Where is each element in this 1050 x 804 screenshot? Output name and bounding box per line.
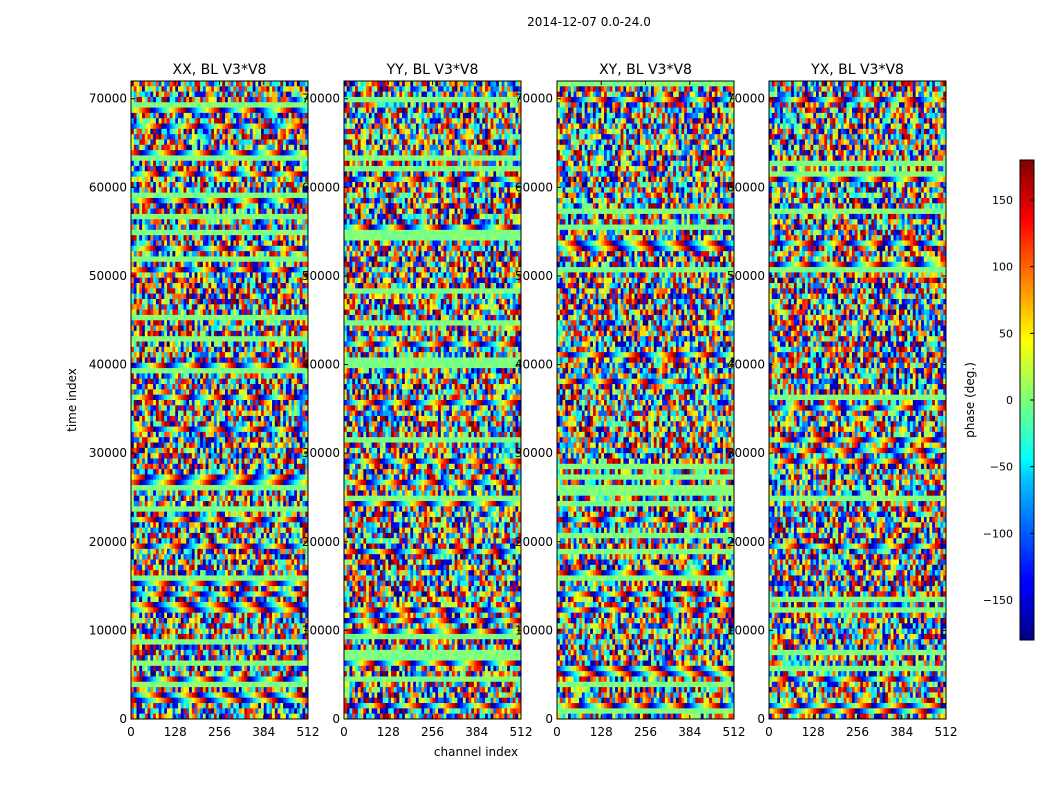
y-tick-label: 0 bbox=[119, 712, 127, 726]
y-tick-label: 70000 bbox=[89, 92, 127, 106]
panel-title: YX, BL V3*V8 bbox=[810, 62, 904, 78]
y-tick-label: 50000 bbox=[515, 269, 553, 283]
phase-heatmap bbox=[131, 81, 308, 719]
y-tick-label: 70000 bbox=[727, 92, 765, 106]
panel-3: XY, BL V3*V8 0 128 256 384 512 0 10000 20000 3000… bbox=[515, 62, 746, 739]
x-tick-label: 0 bbox=[127, 725, 135, 739]
y-tick-label: 20000 bbox=[727, 535, 765, 549]
x-tick-label: 256 bbox=[421, 725, 444, 739]
y-tick-label: 40000 bbox=[89, 358, 127, 372]
colorbar-tick-label: 50 bbox=[999, 327, 1013, 340]
panel-4: YX, BL V3*V8 0 128 256 384 512 0 10000 20000 3000… bbox=[727, 62, 958, 739]
y-tick-label: 10000 bbox=[302, 623, 340, 637]
colorbar-tick-label: −100 bbox=[983, 527, 1013, 540]
panel-1: XX, BL V3*V8 0 128 256 384 512 0 10000 20000 3000… bbox=[89, 62, 320, 739]
colorbar-label: phase (deg.) bbox=[963, 362, 977, 438]
panel-title: XY, BL V3*V8 bbox=[599, 62, 692, 78]
x-tick-label: 384 bbox=[678, 725, 701, 739]
colorbar-tick-label: 150 bbox=[992, 194, 1013, 207]
x-tick-label: 128 bbox=[590, 725, 613, 739]
y-tick-label: 10000 bbox=[727, 623, 765, 637]
x-tick-label: 256 bbox=[846, 725, 869, 739]
y-tick-label: 30000 bbox=[515, 446, 553, 460]
y-tick-label: 40000 bbox=[302, 358, 340, 372]
y-tick-label: 30000 bbox=[727, 446, 765, 460]
y-tick-label: 10000 bbox=[89, 623, 127, 637]
x-tick-label: 384 bbox=[890, 725, 913, 739]
y-tick-label: 30000 bbox=[302, 446, 340, 460]
y-tick-label: 0 bbox=[757, 712, 765, 726]
x-tick-label: 0 bbox=[340, 725, 348, 739]
colorbar-tick-label: 0 bbox=[1006, 394, 1013, 407]
x-tick-label: 0 bbox=[765, 725, 773, 739]
y-tick-label: 60000 bbox=[515, 180, 553, 194]
phase-heatmap bbox=[557, 81, 734, 719]
y-tick-label: 0 bbox=[545, 712, 553, 726]
y-tick-label: 20000 bbox=[89, 535, 127, 549]
y-tick-label: 0 bbox=[332, 712, 340, 726]
figure-suptitle: 2014-12-07 0.0-24.0 bbox=[527, 15, 651, 29]
panel-title: XX, BL V3*V8 bbox=[173, 62, 267, 78]
x-axis-label: channel index bbox=[434, 745, 518, 759]
y-tick-label: 20000 bbox=[302, 535, 340, 549]
x-tick-label: 256 bbox=[634, 725, 657, 739]
colorbar: −150 −100 −50 0 50 100 150 phase (deg.) bbox=[963, 160, 1034, 640]
y-tick-label: 10000 bbox=[515, 623, 553, 637]
phase-heatmap bbox=[344, 81, 521, 719]
y-axis-label: time index bbox=[65, 368, 79, 432]
y-tick-label: 50000 bbox=[727, 269, 765, 283]
x-tick-label: 384 bbox=[465, 725, 488, 739]
y-tick-label: 40000 bbox=[727, 358, 765, 372]
x-tick-label: 128 bbox=[164, 725, 187, 739]
x-tick-label: 512 bbox=[935, 725, 958, 739]
phase-heatmap bbox=[769, 81, 946, 719]
x-tick-label: 128 bbox=[377, 725, 400, 739]
x-tick-label: 512 bbox=[510, 725, 533, 739]
colorbar-tick-label: 100 bbox=[992, 261, 1013, 274]
colorbar-tick-label: −150 bbox=[983, 594, 1013, 607]
y-tick-label: 20000 bbox=[515, 535, 553, 549]
y-tick-label: 60000 bbox=[302, 180, 340, 194]
x-tick-label: 128 bbox=[802, 725, 825, 739]
colorbar-tick-label: −50 bbox=[990, 461, 1013, 474]
y-tick-label: 60000 bbox=[727, 180, 765, 194]
x-tick-label: 512 bbox=[297, 725, 320, 739]
y-tick-label: 50000 bbox=[302, 269, 340, 283]
y-tick-label: 60000 bbox=[89, 180, 127, 194]
y-tick-label: 70000 bbox=[515, 92, 553, 106]
y-tick-label: 40000 bbox=[515, 358, 553, 372]
panel-title: YY, BL V3*V8 bbox=[386, 62, 479, 78]
y-tick-label: 70000 bbox=[302, 92, 340, 106]
x-tick-label: 256 bbox=[208, 725, 231, 739]
panel-2: YY, BL V3*V8 0 128 256 384 512 0 10000 20000 3000… bbox=[302, 62, 533, 739]
y-tick-label: 30000 bbox=[89, 446, 127, 460]
y-tick-label: 50000 bbox=[89, 269, 127, 283]
x-tick-label: 384 bbox=[252, 725, 275, 739]
x-tick-label: 512 bbox=[723, 725, 746, 739]
x-tick-label: 0 bbox=[553, 725, 561, 739]
